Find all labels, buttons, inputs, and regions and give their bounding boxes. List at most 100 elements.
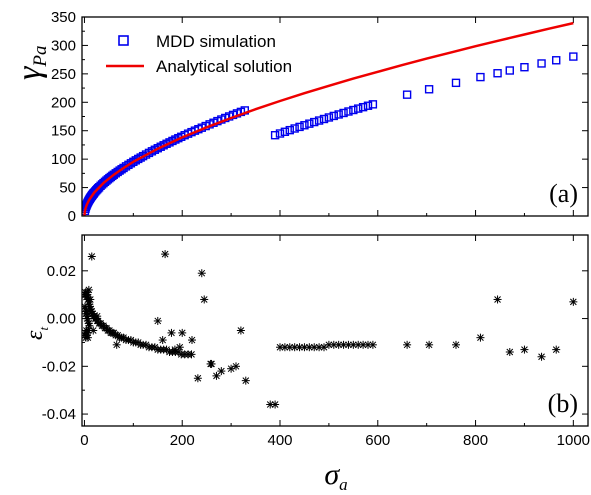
y-tick-label: 350 [51, 9, 76, 26]
y-tick-label: 200 [51, 94, 76, 111]
y-axis-title: γPa [11, 45, 51, 80]
data-point-error [241, 376, 250, 385]
data-point-error [197, 269, 206, 278]
data-point-mdd [131, 156, 140, 165]
data-point-mdd [569, 52, 578, 61]
data-point-error [232, 362, 240, 371]
y-tick-label: 0 [68, 208, 76, 225]
data-point-error [193, 374, 202, 383]
legend-label-analytical: Analytical solution [156, 57, 292, 76]
data-point-error [569, 297, 578, 306]
data-point-error [83, 333, 92, 342]
data-point-error [178, 328, 187, 337]
panel-a: 0 50 100 150 200 250 300 350 (a) γPa [11, 9, 589, 225]
x-axis-title: σa [324, 458, 347, 494]
data-point-error [170, 345, 179, 354]
data-point-mdd [402, 90, 412, 99]
y-tick-label: -0.04 [42, 406, 76, 423]
data-point-error [84, 285, 93, 294]
plot-frame [81, 16, 589, 217]
data-point-mdd [290, 124, 299, 133]
data-point-error [112, 340, 121, 349]
data-point-error [368, 340, 377, 349]
data-point-error [85, 321, 94, 330]
data-point-mdd [275, 129, 285, 138]
data-point-error [200, 295, 209, 304]
data-point-mdd [505, 66, 514, 75]
data-point-mdd [305, 119, 314, 128]
data-point-mdd [314, 116, 324, 125]
data-point-error [86, 295, 95, 304]
legend-marker-mdd [118, 35, 129, 46]
y-tick-label: 250 [51, 66, 76, 83]
x-tick-label: 800 [463, 432, 488, 449]
legend-label-mdd: MDD simulation [156, 32, 276, 51]
y-tick-label: 100 [51, 151, 76, 168]
data-point-mdd [358, 102, 368, 112]
data-point-error [537, 352, 546, 361]
data-point-mdd [280, 127, 290, 136]
panel-b: -0.04 -0.02 0.00 0.02 0 200 400 600 800 1000 (b) εt… [22, 234, 590, 494]
data-point-mdd [354, 104, 363, 113]
data-point-error [153, 316, 162, 325]
data-point-mdd [324, 113, 334, 122]
legend: MDD simulation Analytical solution [106, 32, 292, 76]
data-point-error [89, 326, 98, 335]
data-point-mdd [451, 78, 461, 88]
data-point-mdd [349, 105, 358, 115]
data-point-mdd [295, 122, 304, 132]
data-point-error [87, 252, 96, 261]
data-point-error [266, 400, 275, 409]
data-point-mdd [424, 85, 434, 94]
data-point-mdd [319, 114, 329, 124]
data-point-error [552, 345, 561, 354]
y-tick-label: 0.02 [47, 263, 76, 280]
data-point-mdd [285, 125, 294, 135]
data-point-mdd [329, 111, 338, 121]
data-point-mdd [368, 100, 378, 109]
x-axis-title-subscript: a [339, 475, 348, 494]
data-point-error [206, 359, 215, 368]
data-point-error [310, 343, 319, 352]
y-tick-label: -0.02 [42, 358, 76, 375]
data-point-mdd [476, 72, 485, 82]
y-axis-title-subscript: Pa [30, 45, 51, 67]
x-tick-label: 200 [170, 432, 195, 449]
data-point-error [505, 347, 514, 356]
y-axis-title: εt [22, 327, 51, 340]
y-tick-label: 0.00 [47, 311, 76, 328]
data-point-error [452, 340, 460, 349]
plot-area [82, 250, 578, 409]
data-point-error [161, 250, 170, 259]
data-point-mdd [270, 131, 280, 140]
data-point-error [93, 312, 102, 321]
y-axis-title-subscript: t [36, 327, 51, 331]
plot-area [82, 21, 578, 216]
y-tick-label: 300 [51, 37, 76, 54]
data-point-mdd [552, 56, 561, 65]
panel-label: (b) [548, 389, 578, 418]
data-point-mdd [134, 154, 143, 164]
panel-label: (a) [549, 179, 578, 208]
data-point-error [187, 350, 196, 359]
data-point-mdd [339, 108, 348, 118]
data-point-error [403, 340, 412, 349]
data-point-error [167, 328, 176, 337]
series-line-analytical [83, 21, 574, 216]
data-point-error [329, 340, 338, 349]
data-point-mdd [537, 59, 546, 68]
y-tick-label: 50 [59, 180, 76, 197]
plot-frame [81, 234, 589, 427]
data-point-error [476, 333, 485, 342]
data-point-error [188, 336, 196, 345]
x-tick-label: 600 [365, 432, 390, 449]
data-point-mdd [300, 121, 309, 130]
data-point-error [520, 345, 529, 354]
y-tick-label: 150 [51, 123, 76, 140]
data-point-mdd [310, 117, 319, 127]
data-point-error [158, 336, 167, 345]
data-point-mdd [520, 63, 529, 72]
data-point-mdd [334, 110, 343, 119]
x-tick-label: 1000 [557, 432, 590, 449]
